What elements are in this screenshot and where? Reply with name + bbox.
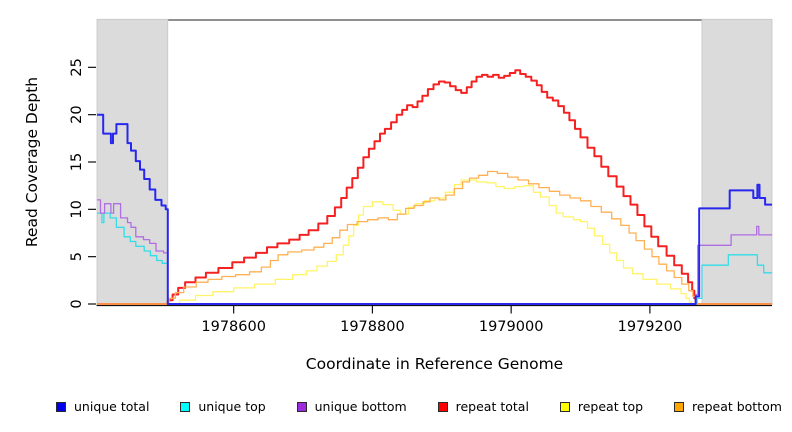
legend-label-unique-bottom: unique bottom bbox=[314, 399, 407, 414]
legend-item-repeat-top: repeat top bbox=[559, 399, 644, 414]
y-tick-label: 10 bbox=[69, 200, 85, 218]
legend-label-repeat-top: repeat top bbox=[577, 399, 644, 414]
series-unique-top bbox=[97, 212, 772, 305]
legend-item-unique-bottom: unique bottom bbox=[296, 399, 407, 414]
y-tick-label: 15 bbox=[69, 153, 85, 171]
legend-swatch-repeat-bottom bbox=[674, 401, 685, 412]
series-repeat-bottom bbox=[97, 170, 772, 305]
x-tick-label: 1978800 bbox=[340, 319, 405, 335]
x-tick-label: 1979000 bbox=[479, 319, 544, 335]
plot-area: 1978600 1978800 1979000 1979200 0 5 10 15 20 25 bbox=[69, 18, 773, 335]
series-repeat-total bbox=[97, 69, 772, 305]
y-tick-label: 0 bbox=[69, 299, 85, 308]
legend-item-unique-top: unique top bbox=[180, 399, 266, 414]
x-axis-title: Coordinate in Reference Genome bbox=[305, 355, 564, 373]
legend-swatch-unique-top bbox=[180, 401, 191, 412]
legend-item-unique-total: unique total bbox=[56, 399, 149, 414]
x-tick-label: 1978600 bbox=[201, 319, 266, 335]
shaded-region bbox=[701, 18, 773, 305]
series-unique-total bbox=[97, 113, 772, 305]
series-unique-bottom bbox=[97, 199, 772, 305]
legend-label-unique-top: unique top bbox=[198, 399, 266, 414]
legend-label-repeat-total: repeat total bbox=[455, 399, 529, 414]
legend-swatch-unique-total bbox=[56, 401, 66, 412]
legend-label-repeat-bottom: repeat bottom bbox=[692, 399, 782, 414]
y-tick-label: 5 bbox=[69, 252, 85, 261]
legend-item-repeat-total: repeat total bbox=[437, 399, 529, 414]
y-tick-label: 20 bbox=[69, 105, 85, 123]
y-tick-label: 25 bbox=[69, 58, 85, 76]
x-tick-label: 1979200 bbox=[618, 319, 683, 335]
legend-item-repeat-bottom: repeat bottom bbox=[674, 399, 782, 414]
legend-label-unique-total: unique total bbox=[74, 399, 150, 414]
legend-swatch-repeat-total bbox=[437, 401, 448, 412]
legend-swatch-unique-bottom bbox=[296, 401, 307, 412]
shaded-region bbox=[96, 18, 169, 305]
legend-swatch-repeat-top bbox=[559, 401, 570, 412]
series-repeat-top bbox=[97, 179, 772, 305]
legend: unique total unique top unique bottom repea… bbox=[56, 399, 782, 414]
